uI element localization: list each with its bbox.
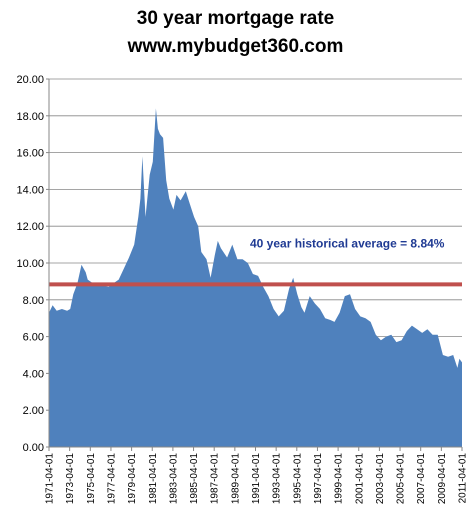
x-tick-label: 1999-04-01 — [334, 453, 345, 505]
x-tick-label: 1989-04-01 — [230, 453, 241, 505]
x-tick-label: 1997-04-01 — [313, 453, 324, 505]
average-annotation: 40 year historical average = 8.84% — [250, 236, 445, 250]
x-tick-label: 1987-04-01 — [210, 453, 221, 505]
x-tick-label: 1985-04-01 — [189, 453, 200, 505]
y-tick-label: 16.00 — [16, 148, 44, 160]
x-tick-label: 1973-04-01 — [65, 453, 76, 505]
y-tick-label: 20.00 — [16, 74, 44, 86]
x-tick-label: 1977-04-01 — [106, 453, 117, 505]
y-tick-label: 8.00 — [23, 295, 44, 307]
x-tick-label: 2005-04-01 — [396, 453, 407, 505]
x-tick-label: 1991-04-01 — [251, 453, 262, 505]
y-tick-label: 0.00 — [23, 442, 44, 454]
x-tick-label: 1983-04-01 — [168, 453, 179, 505]
mortgage-rate-area — [49, 108, 462, 448]
x-tick-label: 1971-04-01 — [45, 453, 56, 505]
y-tick-label: 18.00 — [16, 111, 44, 123]
x-tick-label: 1981-04-01 — [148, 453, 159, 505]
y-axis-ticks: 0.00 2.00 4.00 6.00 8.00 10.00 12.00 14.00 16.00… — [16, 74, 49, 454]
chart-title-line1: 30 year mortgage rate — [136, 8, 335, 29]
x-tick-label: 1993-04-01 — [272, 453, 283, 505]
x-tick-label: 2011-04-01 — [458, 453, 469, 504]
x-tick-label: 2007-04-01 — [416, 453, 427, 505]
x-axis-ticks: 1971-04-01 1973-04-01 1975-04-01 1977-04-01… — [45, 447, 469, 504]
chart-title-line2: www.mybudget360.com — [127, 36, 344, 57]
x-tick-label: 1979-04-01 — [127, 453, 138, 505]
x-tick-label: 2001-04-01 — [354, 453, 365, 505]
x-tick-label: 2003-04-01 — [375, 453, 386, 505]
y-tick-label: 12.00 — [16, 221, 44, 233]
y-tick-label: 10.00 — [16, 258, 44, 270]
y-tick-label: 14.00 — [16, 184, 44, 196]
y-tick-label: 2.00 — [23, 405, 44, 417]
x-tick-label: 1975-04-01 — [86, 453, 97, 505]
y-tick-label: 4.00 — [23, 368, 44, 380]
x-tick-label: 1995-04-01 — [292, 453, 303, 505]
x-tick-label: 2009-04-01 — [437, 453, 448, 505]
y-tick-label: 6.00 — [23, 332, 44, 344]
